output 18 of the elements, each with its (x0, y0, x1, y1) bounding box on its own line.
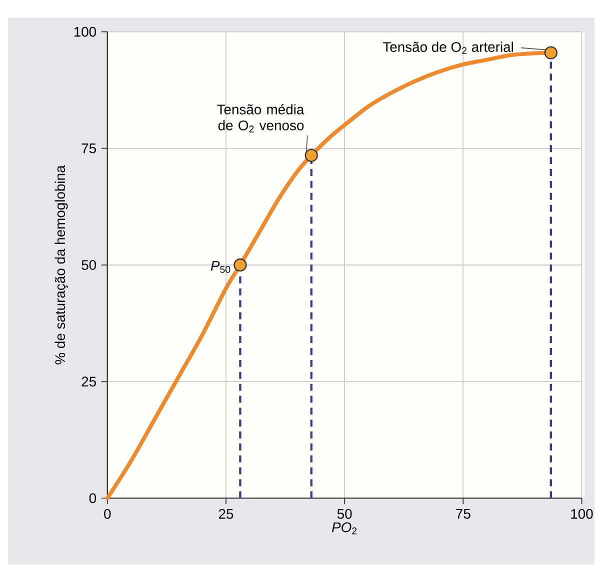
x-tick-label: 50 (337, 509, 352, 519)
x-axis-title: PO$_{2}$ (332, 522, 357, 534)
y-tick-label: 75 (82, 144, 96, 154)
annotation: P$_{50}$ (210, 261, 230, 273)
x-tick-label: 100 (571, 509, 593, 519)
point (544, 46, 558, 60)
x-tick-label: 25 (218, 509, 234, 519)
annotation: Tensão de O$_{2}$ arterial (382, 42, 513, 54)
y-tick-label: 25 (82, 376, 96, 387)
y-tick-label: 100 (74, 26, 96, 37)
y-tick-label: 50 (82, 260, 96, 270)
x-tick-label: 0 (104, 509, 111, 519)
x-tick-label: 75 (456, 509, 470, 519)
y-tick-label: 0 (89, 493, 96, 504)
annotation: Tensão média de O$_{2}$ venoso (217, 104, 304, 132)
point (304, 148, 318, 162)
y-axis-title: % de saturação da hemoglobina (54, 165, 68, 364)
point (234, 258, 247, 272)
